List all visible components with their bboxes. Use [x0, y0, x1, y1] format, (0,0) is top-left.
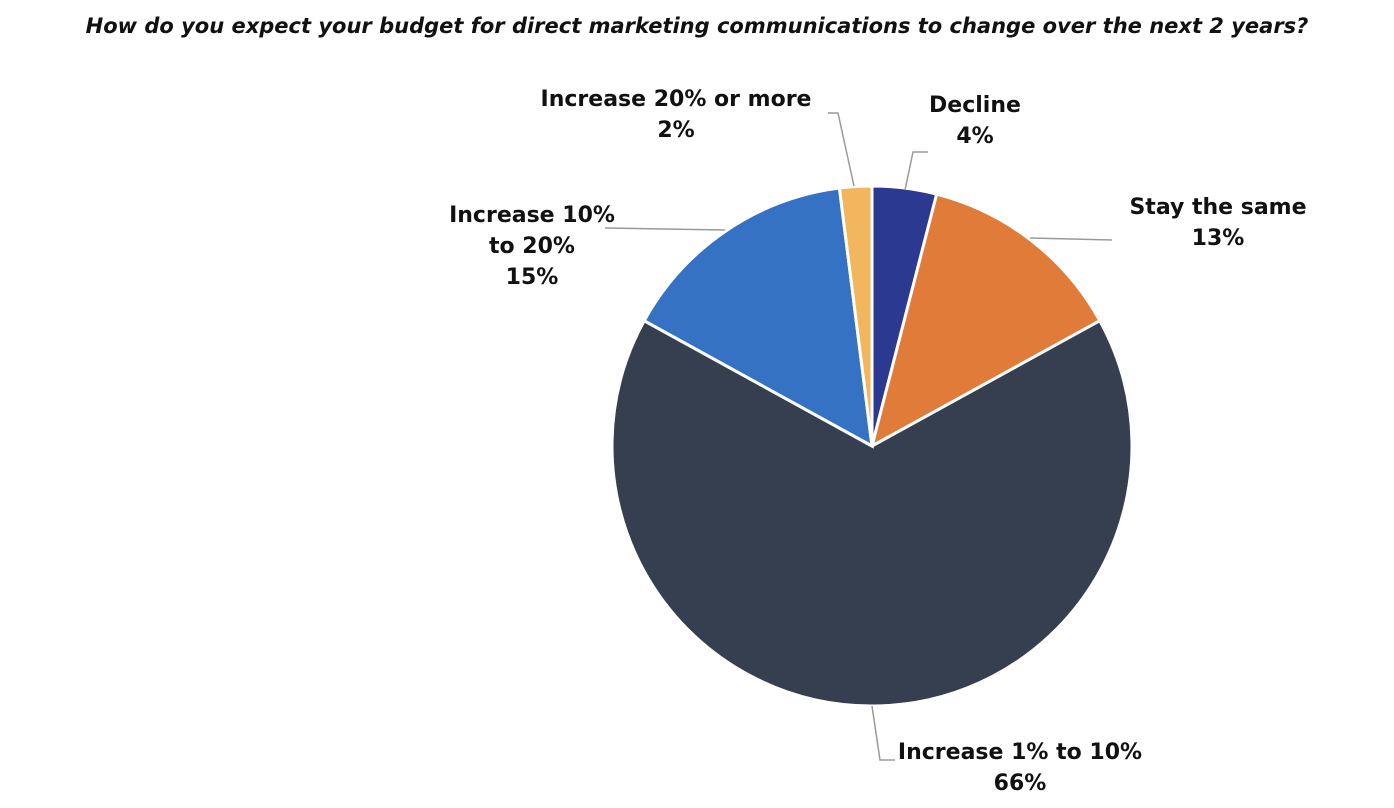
category-label: Increase 10% to 20%: [449, 203, 615, 259]
data-label: Increase 20% or more 2%: [516, 84, 836, 146]
value-label: 15%: [505, 265, 559, 290]
leader-line: [904, 151, 928, 191]
category-label: Increase 1% to 10%: [897, 740, 1143, 765]
category-label: Decline: [929, 93, 1021, 118]
pie-slice: [837, 184, 874, 447]
data-label: Stay the same 13%: [1098, 192, 1338, 254]
value-label: 13%: [1191, 226, 1245, 251]
chart-title: How do you expect your budget for direct…: [85, 14, 1309, 38]
leader-line: [604, 227, 726, 231]
pie-slice: [642, 186, 874, 449]
category-label: Increase 20% or more: [540, 87, 812, 112]
leader-line: [828, 112, 855, 187]
pie-slice: [869, 192, 1102, 449]
value-label: 2%: [657, 118, 695, 143]
category-label: Stay the same: [1129, 195, 1307, 220]
data-label: Increase 1% to 10% 66%: [870, 737, 1170, 799]
leader-line: [1029, 237, 1113, 241]
value-label: 4%: [956, 124, 994, 149]
pie-slice: [610, 318, 1134, 708]
leader-line: [871, 705, 895, 761]
data-label: Decline 4%: [875, 90, 1075, 152]
data-label: Increase 10% to 20% 15%: [437, 200, 627, 293]
value-label: 66%: [993, 771, 1047, 796]
